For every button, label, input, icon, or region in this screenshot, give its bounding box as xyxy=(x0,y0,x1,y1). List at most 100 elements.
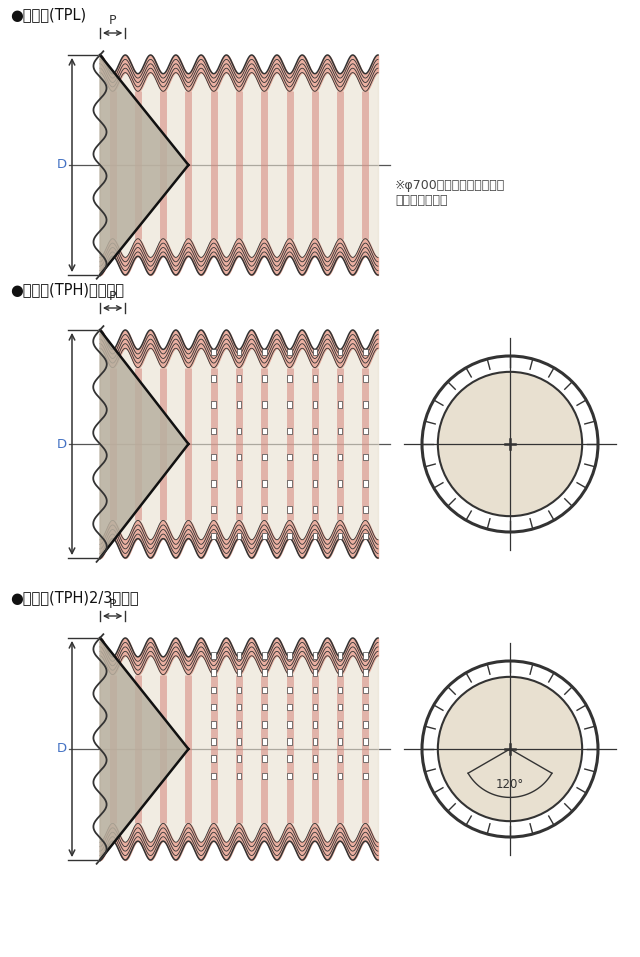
Polygon shape xyxy=(100,330,188,558)
Bar xyxy=(262,532,266,539)
Bar xyxy=(287,480,292,486)
Bar xyxy=(338,670,342,676)
Bar xyxy=(338,703,342,710)
Text: D: D xyxy=(57,437,67,451)
Bar xyxy=(211,349,216,355)
Bar xyxy=(211,738,216,745)
Bar xyxy=(262,670,266,676)
Bar xyxy=(237,755,241,762)
Bar xyxy=(287,428,292,434)
Bar xyxy=(211,703,216,710)
Text: P: P xyxy=(109,14,116,28)
Bar xyxy=(237,532,241,539)
Bar xyxy=(312,375,317,382)
Bar xyxy=(211,532,216,539)
Bar xyxy=(211,480,216,486)
Bar xyxy=(262,738,266,745)
Bar xyxy=(287,532,292,539)
Bar xyxy=(262,721,266,727)
Text: ●有孔管(TPH)全周開孔: ●有孔管(TPH)全周開孔 xyxy=(10,282,124,298)
Bar xyxy=(338,506,342,513)
Bar xyxy=(211,506,216,513)
Bar xyxy=(287,772,292,779)
Bar xyxy=(363,375,367,382)
Text: D: D xyxy=(57,743,67,755)
Bar xyxy=(262,686,266,693)
Bar xyxy=(312,454,317,460)
Bar xyxy=(237,375,241,382)
Bar xyxy=(211,772,216,779)
Bar xyxy=(312,532,317,539)
Bar xyxy=(312,721,317,727)
Bar xyxy=(338,721,342,727)
Text: となります。: となります。 xyxy=(395,194,447,208)
Text: ※φ700以上はラセンカット: ※φ700以上はラセンカット xyxy=(395,179,505,191)
Bar xyxy=(237,670,241,676)
Bar xyxy=(312,506,317,513)
Bar xyxy=(312,401,317,408)
Bar xyxy=(262,428,266,434)
Bar xyxy=(363,686,367,693)
Polygon shape xyxy=(100,638,188,860)
Bar xyxy=(363,653,367,658)
Text: ●無孔管(TPL): ●無孔管(TPL) xyxy=(10,8,86,23)
Bar xyxy=(363,480,367,486)
Bar xyxy=(262,349,266,355)
Text: ●有孔管(TPH)2/3周開孔: ●有孔管(TPH)2/3周開孔 xyxy=(10,590,139,606)
Bar xyxy=(287,721,292,727)
Bar xyxy=(338,480,342,486)
Bar xyxy=(237,401,241,408)
Bar xyxy=(262,703,266,710)
Bar xyxy=(312,755,317,762)
Bar xyxy=(363,755,367,762)
Bar xyxy=(237,428,241,434)
Bar xyxy=(262,480,266,486)
Bar xyxy=(262,401,266,408)
Bar xyxy=(287,506,292,513)
Bar xyxy=(237,454,241,460)
Bar xyxy=(287,670,292,676)
Bar xyxy=(338,738,342,745)
Bar xyxy=(363,349,367,355)
Bar xyxy=(237,772,241,779)
Bar xyxy=(338,653,342,658)
Bar xyxy=(363,670,367,676)
Bar xyxy=(211,401,216,408)
Bar xyxy=(262,653,266,658)
Bar xyxy=(363,738,367,745)
Bar xyxy=(338,454,342,460)
Bar xyxy=(312,480,317,486)
Bar xyxy=(237,738,241,745)
Bar xyxy=(287,401,292,408)
Bar xyxy=(211,428,216,434)
Bar xyxy=(237,480,241,486)
Bar xyxy=(338,755,342,762)
Bar xyxy=(363,772,367,779)
Bar xyxy=(237,721,241,727)
Bar xyxy=(211,375,216,382)
Bar xyxy=(338,375,342,382)
Bar xyxy=(211,670,216,676)
Bar xyxy=(338,532,342,539)
Bar xyxy=(211,721,216,727)
Bar xyxy=(287,686,292,693)
Bar xyxy=(237,653,241,658)
Bar xyxy=(363,428,367,434)
Bar xyxy=(211,454,216,460)
Bar xyxy=(237,506,241,513)
Bar xyxy=(211,755,216,762)
Bar xyxy=(363,401,367,408)
Bar xyxy=(287,375,292,382)
Polygon shape xyxy=(100,55,188,275)
Text: 120°: 120° xyxy=(496,778,524,790)
Bar xyxy=(287,703,292,710)
Text: P: P xyxy=(109,290,116,302)
Bar xyxy=(287,454,292,460)
Bar xyxy=(363,506,367,513)
Bar xyxy=(262,755,266,762)
Bar xyxy=(338,686,342,693)
Text: P: P xyxy=(109,597,116,611)
Bar xyxy=(287,755,292,762)
Bar xyxy=(262,772,266,779)
Bar xyxy=(312,349,317,355)
